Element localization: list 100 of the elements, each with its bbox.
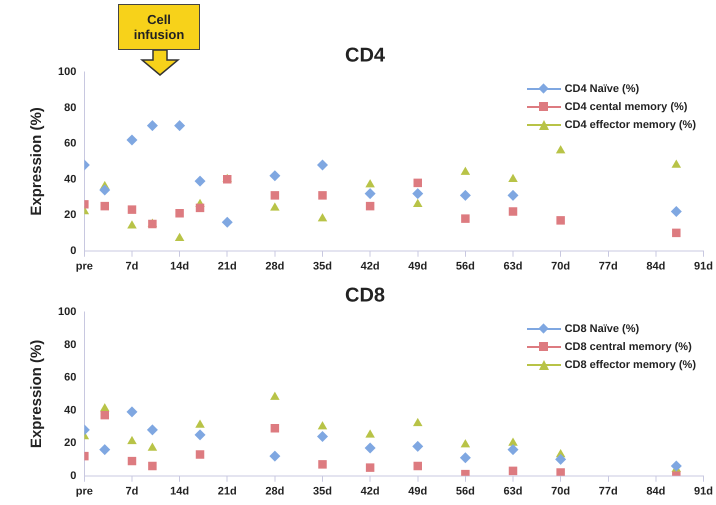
point	[460, 190, 471, 201]
x-tick-label: 42d	[360, 260, 380, 272]
y-tick-label: 60	[64, 138, 76, 150]
point	[366, 463, 374, 472]
point	[365, 179, 375, 188]
point	[555, 454, 566, 465]
point	[366, 202, 374, 210]
x-tick-label: 21d	[218, 260, 237, 272]
point	[196, 204, 204, 212]
x-tick-label: 77d	[598, 485, 618, 498]
x-tick-label: 91d	[694, 485, 714, 498]
point	[508, 174, 518, 182]
point	[412, 440, 424, 452]
point	[508, 466, 518, 476]
point	[508, 207, 518, 216]
point	[318, 191, 327, 200]
point	[318, 421, 328, 430]
x-tick-label: 56d	[456, 485, 475, 498]
x-tick-label: 35d	[313, 260, 332, 272]
y-axis-title: Expression (%)	[28, 340, 46, 448]
point	[222, 216, 233, 228]
x-tick-label: 49d	[408, 485, 428, 498]
point	[316, 430, 328, 442]
x-tick-label: 84d	[646, 260, 666, 272]
point	[414, 178, 422, 188]
legend-label: CD8 Naïve (%)	[564, 323, 640, 335]
point	[460, 166, 470, 175]
x-tick-label: 7d	[126, 260, 138, 272]
legend-label: CD4 Naïve (%)	[564, 83, 640, 95]
x-tick-label: 49d	[408, 260, 428, 272]
point	[412, 188, 424, 200]
point	[318, 460, 327, 469]
y-tick-label: 40	[64, 173, 76, 186]
y-tick-label: 0	[70, 244, 76, 257]
point	[364, 188, 376, 200]
x-tick-label: 70d	[551, 485, 570, 498]
point	[127, 220, 137, 229]
legend-label: CD8 effector memory (%)	[564, 359, 696, 371]
point	[556, 468, 565, 476]
x-tick-label: 63d	[504, 485, 522, 498]
point	[365, 429, 375, 438]
y-tick-label: 0	[70, 470, 76, 482]
chart-title: CD8	[344, 284, 386, 307]
point	[146, 120, 158, 132]
point	[270, 424, 280, 433]
point	[196, 450, 204, 459]
point	[100, 403, 110, 412]
point	[146, 424, 158, 436]
point	[194, 429, 206, 440]
x-tick-label: pre	[76, 260, 93, 272]
point	[148, 462, 157, 470]
x-tick-label: 84d	[646, 485, 666, 498]
y-tick-label: 60	[64, 372, 76, 384]
point	[195, 420, 205, 428]
x-tick-label: 42d	[360, 485, 380, 498]
x-tick-label: 63d	[504, 260, 522, 272]
x-tick-label: 35d	[313, 485, 332, 498]
point	[508, 438, 518, 446]
y-tick-label: 20	[64, 437, 76, 450]
x-tick-label: 14d	[170, 485, 190, 498]
point	[194, 176, 206, 187]
point	[269, 450, 280, 462]
point	[318, 213, 328, 222]
y-tick-label: 40	[64, 404, 76, 416]
point	[508, 444, 519, 456]
point	[672, 228, 681, 238]
point	[556, 145, 566, 154]
text: Cell infusion	[118, 4, 200, 50]
point	[174, 120, 186, 132]
point	[460, 439, 470, 448]
legend-label: CD4 cental memory (%)	[564, 101, 688, 113]
point	[316, 159, 328, 170]
y-tick-label: 80	[64, 102, 76, 114]
point	[126, 406, 138, 418]
point	[127, 436, 137, 444]
point	[99, 444, 110, 456]
x-tick-label: 77d	[598, 260, 618, 272]
point	[461, 214, 470, 223]
point	[508, 190, 519, 201]
point	[100, 202, 110, 210]
chart-title: CD4	[344, 44, 386, 67]
x-tick-label: 56d	[456, 260, 475, 272]
point	[270, 191, 280, 200]
x-tick-label: 70d	[551, 260, 570, 272]
point	[148, 442, 158, 451]
point	[412, 418, 423, 426]
x-tick-label: 28d	[265, 485, 284, 498]
x-tick-label: 91d	[694, 260, 714, 272]
legend-label: CD4 effector memory (%)	[564, 119, 696, 131]
point	[128, 205, 136, 214]
x-tick-label: 14d	[170, 260, 190, 272]
point	[670, 460, 682, 472]
point	[128, 456, 136, 466]
point	[269, 170, 280, 182]
x-tick-label: pre	[76, 485, 93, 498]
point	[670, 206, 682, 217]
point	[175, 209, 184, 218]
y-axis-title: Expression (%)	[28, 107, 46, 216]
point	[270, 202, 280, 211]
point	[412, 198, 423, 208]
